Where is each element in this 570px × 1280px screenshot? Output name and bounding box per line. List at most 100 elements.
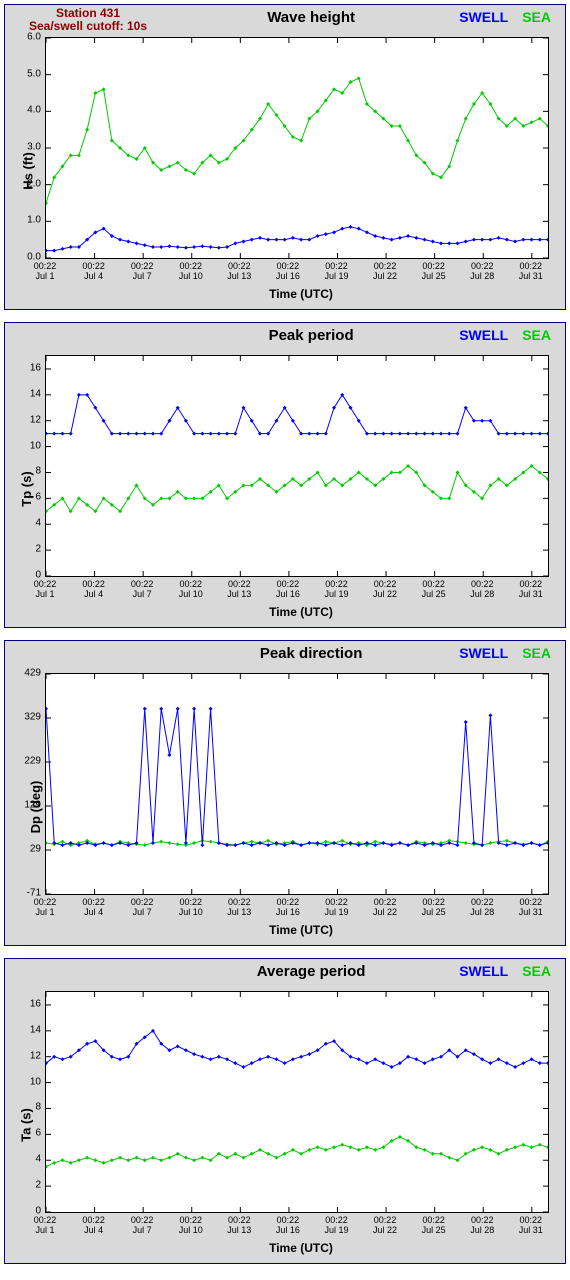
y-tick-label: 29 — [15, 844, 41, 855]
legend: SWELLSEA — [459, 325, 557, 343]
x-tick-label: 00:22Jul 25 — [422, 579, 446, 599]
x-tick-label: 00:22Jul 28 — [470, 897, 494, 917]
y-ticks: 0246810121416 — [15, 355, 43, 575]
y-tick-label: 1.0 — [15, 215, 41, 226]
x-tick-label: 00:22Jul 22 — [373, 261, 397, 281]
y-tick-label: 16 — [15, 362, 41, 373]
chart-panel-wave-height: Station 431Sea/swell cutoff: 10sWave hei… — [4, 4, 566, 310]
y-tick-label: 8 — [15, 1102, 41, 1113]
y-tick-label: 6.0 — [15, 32, 41, 43]
x-tick-label: 00:22Jul 1 — [34, 579, 57, 599]
chart-title: Peak direction — [163, 643, 459, 662]
series-swell — [46, 393, 548, 436]
plot-area — [45, 355, 549, 577]
x-tick-label: 00:22Jul 31 — [519, 1215, 543, 1235]
x-tick-label: 00:22Jul 25 — [422, 897, 446, 917]
x-tick-label: 00:22Jul 25 — [422, 261, 446, 281]
panel-header: Peak periodSWELLSEA — [5, 323, 565, 355]
x-tick-label: 00:22Jul 13 — [227, 897, 251, 917]
series-sea — [46, 76, 548, 205]
y-tick-label: 12 — [15, 414, 41, 425]
x-tick-label: 00:22Jul 4 — [82, 261, 105, 281]
chart-title: Average period — [163, 961, 459, 980]
chart-panel-average-period: Average periodSWELLSEATa (s)024681012141… — [4, 958, 566, 1264]
panel-header: Peak directionSWELL SEA — [5, 641, 565, 673]
x-tick-label: 00:22Jul 31 — [519, 579, 543, 599]
chart-svg — [46, 356, 548, 576]
x-tick-label: 00:22Jul 16 — [276, 261, 300, 281]
plot-area — [45, 37, 549, 259]
chart-panel-peak-period: Peak periodSWELLSEATp (s)024681012141600… — [4, 322, 566, 628]
y-ticks: 0.01.02.03.04.05.06.0 — [15, 37, 43, 257]
x-tick-label: 00:22Jul 1 — [34, 897, 57, 917]
x-axis-label: Time (UTC) — [45, 923, 557, 941]
panel-header: Station 431Sea/swell cutoff: 10sWave hei… — [5, 5, 565, 37]
y-tick-label: 229 — [15, 756, 41, 767]
y-tick-label: 329 — [15, 712, 41, 723]
chart-title: Peak period — [163, 325, 459, 344]
x-tick-label: 00:22Jul 7 — [131, 579, 154, 599]
plot-area — [45, 991, 549, 1213]
y-tick-label: 10 — [15, 1076, 41, 1087]
series-swell — [46, 707, 548, 847]
x-axis-label: Time (UTC) — [45, 1241, 557, 1259]
y-tick-label: 429 — [15, 668, 41, 679]
x-tick-label: 00:22Jul 16 — [276, 579, 300, 599]
y-tick-label: 2.0 — [15, 178, 41, 189]
x-tick-label: 00:22Jul 13 — [227, 261, 251, 281]
y-tick-label: 8 — [15, 466, 41, 477]
chart-svg — [46, 674, 548, 894]
y-tick-label: 3.0 — [15, 142, 41, 153]
y-tick-label: 2 — [15, 544, 41, 555]
x-tick-label: 00:22Jul 4 — [82, 897, 105, 917]
series-swell — [46, 225, 548, 253]
y-tick-label: 12 — [15, 1050, 41, 1061]
x-tick-label: 00:22Jul 22 — [373, 579, 397, 599]
x-tick-label: 00:22Jul 13 — [227, 579, 251, 599]
station-info: Station 431Sea/swell cutoff: 10s — [13, 7, 163, 33]
x-ticks: 00:22Jul 100:22Jul 400:22Jul 700:22Jul 1… — [45, 897, 547, 923]
plot-wrap: Ta (s)024681012141600:22Jul 100:22Jul 40… — [45, 991, 557, 1259]
series-sea — [46, 464, 548, 513]
chart-title: Wave height — [163, 7, 459, 26]
plot-wrap: Dp (deg)-712912922932942900:22Jul 100:22… — [45, 673, 557, 941]
y-tick-label: 129 — [15, 800, 41, 811]
y-tick-label: 5.0 — [15, 68, 41, 79]
y-tick-label: 4 — [15, 518, 41, 529]
legend-sea: SEA — [522, 645, 551, 661]
x-tick-label: 00:22Jul 4 — [82, 1215, 105, 1235]
panel-header: Average periodSWELLSEA — [5, 959, 565, 991]
x-tick-label: 00:22Jul 7 — [131, 261, 154, 281]
x-tick-label: 00:22Jul 10 — [179, 261, 203, 281]
legend-swell: SWELL — [459, 327, 508, 343]
x-tick-label: 00:22Jul 31 — [519, 897, 543, 917]
x-tick-label: 00:22Jul 19 — [324, 1215, 348, 1235]
x-tick-label: 00:22Jul 25 — [422, 1215, 446, 1235]
chart-svg — [46, 992, 548, 1212]
x-tick-label: 00:22Jul 16 — [276, 1215, 300, 1235]
x-tick-label: 00:22Jul 16 — [276, 897, 300, 917]
x-ticks: 00:22Jul 100:22Jul 400:22Jul 700:22Jul 1… — [45, 261, 547, 287]
y-tick-label: 4.0 — [15, 105, 41, 116]
x-tick-label: 00:22Jul 7 — [131, 1215, 154, 1235]
x-ticks: 00:22Jul 100:22Jul 400:22Jul 700:22Jul 1… — [45, 1215, 547, 1241]
plot-wrap: Tp (s)024681012141600:22Jul 100:22Jul 40… — [45, 355, 557, 623]
x-tick-label: 00:22Jul 22 — [373, 897, 397, 917]
legend: SWELL SEA — [459, 643, 557, 661]
series-swell — [46, 1029, 548, 1069]
legend-swell: SWELL — [459, 963, 508, 979]
y-tick-label: 14 — [15, 1024, 41, 1035]
x-tick-label: 00:22Jul 28 — [470, 261, 494, 281]
y-ticks: 0246810121416 — [15, 991, 43, 1211]
x-tick-label: 00:22Jul 10 — [179, 897, 203, 917]
legend-sea: SEA — [522, 9, 551, 25]
x-tick-label: 00:22Jul 28 — [470, 1215, 494, 1235]
y-ticks: -7129129229329429 — [15, 673, 43, 893]
legend-swell: SWELL — [459, 645, 508, 661]
legend-swell: SWELL — [459, 9, 508, 25]
y-tick-label: 6 — [15, 1128, 41, 1139]
chart-panel-peak-direction: Peak directionSWELL SEA Dp (deg)-712912922… — [4, 640, 566, 946]
plot-wrap: Hs (ft)0.01.02.03.04.05.06.000:22Jul 100… — [45, 37, 557, 305]
legend: SWELLSEA — [459, 961, 557, 979]
x-tick-label: 00:22Jul 1 — [34, 1215, 57, 1235]
